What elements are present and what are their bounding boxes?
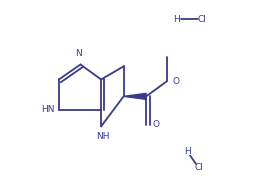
Polygon shape bbox=[124, 93, 146, 99]
Text: HN: HN bbox=[41, 105, 54, 114]
Text: NH: NH bbox=[96, 132, 110, 141]
Text: H: H bbox=[173, 15, 180, 24]
Text: O: O bbox=[153, 120, 160, 129]
Text: N: N bbox=[75, 49, 82, 58]
Text: H: H bbox=[184, 147, 191, 156]
Text: O: O bbox=[172, 77, 179, 86]
Text: Cl: Cl bbox=[194, 163, 203, 172]
Text: Cl: Cl bbox=[198, 15, 207, 24]
